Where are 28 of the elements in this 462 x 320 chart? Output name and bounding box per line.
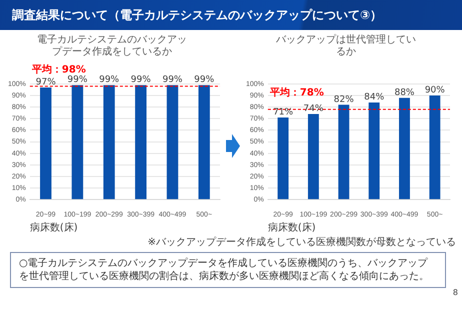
data-label: 84% xyxy=(364,92,385,102)
data-label: 74% xyxy=(303,104,324,114)
text: ※バックアップデータ作成をしている医療機関数が母数となっている xyxy=(148,236,456,249)
text: ○電子カルテシステムのバックアップデータを作成している医療機関のうち、バックアップを世代管理している医療機関の割合は、病床数が多い医療機関ほど高くなる傾向にあった。 xyxy=(10,252,446,288)
text: 8 xyxy=(452,288,459,297)
bar xyxy=(399,98,410,200)
data-label: 99% xyxy=(194,75,215,86)
data-label: 71% xyxy=(273,108,294,118)
data-label: 88% xyxy=(394,88,415,98)
bar xyxy=(368,102,380,200)
data-label: 99% xyxy=(130,75,152,86)
data-label: 99% xyxy=(67,75,88,86)
text: 調査結果について（電子カルテシステムのバックアップについて③） xyxy=(0,0,462,30)
chart-title: バックアップは世代管理しているか xyxy=(275,34,416,58)
bar xyxy=(278,118,289,200)
data-label: 90% xyxy=(424,86,446,96)
data-label: 82% xyxy=(334,94,354,105)
data-label: 97% xyxy=(36,77,56,88)
bar xyxy=(429,96,440,200)
ref-line-label: 平均：98% xyxy=(30,63,86,76)
data-label: 99% xyxy=(162,75,183,86)
x-axis-title: 病床数(床) xyxy=(268,222,316,234)
bar xyxy=(308,114,319,200)
ref-line-label: 平均：78% xyxy=(268,86,324,98)
chart-title: 電子カルテシステムのバックアップデータ作成をしているか xyxy=(37,34,187,58)
data-label: 99% xyxy=(99,75,120,86)
x-axis-title: 病床数(床) xyxy=(30,222,78,234)
bar xyxy=(338,104,350,200)
